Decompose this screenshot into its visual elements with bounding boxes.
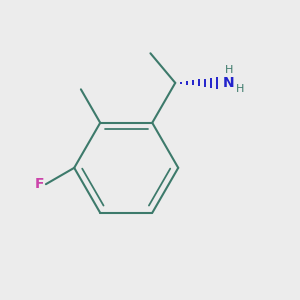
Text: H: H bbox=[225, 64, 233, 74]
Text: N: N bbox=[223, 76, 235, 90]
Text: H: H bbox=[236, 84, 244, 94]
Text: F: F bbox=[34, 177, 44, 191]
